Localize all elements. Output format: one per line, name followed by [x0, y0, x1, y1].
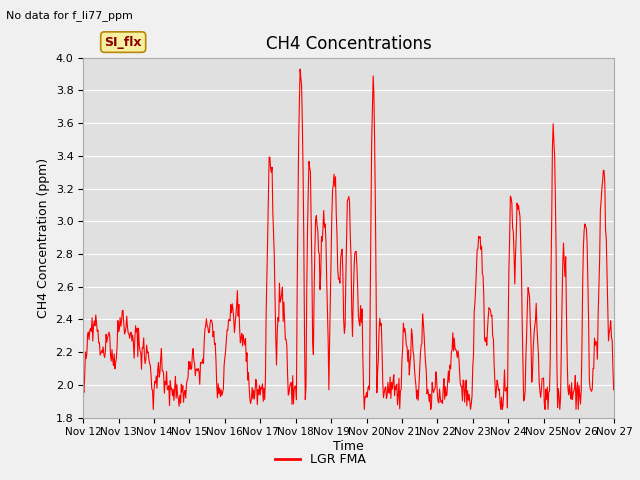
Title: CH4 Concentrations: CH4 Concentrations: [266, 35, 431, 53]
Text: SI_flx: SI_flx: [104, 36, 142, 48]
Legend: LGR FMA: LGR FMA: [269, 448, 371, 471]
Y-axis label: CH4 Concentration (ppm): CH4 Concentration (ppm): [37, 157, 50, 318]
X-axis label: Time: Time: [333, 440, 364, 453]
Text: No data for f_li77_ppm: No data for f_li77_ppm: [6, 10, 133, 21]
